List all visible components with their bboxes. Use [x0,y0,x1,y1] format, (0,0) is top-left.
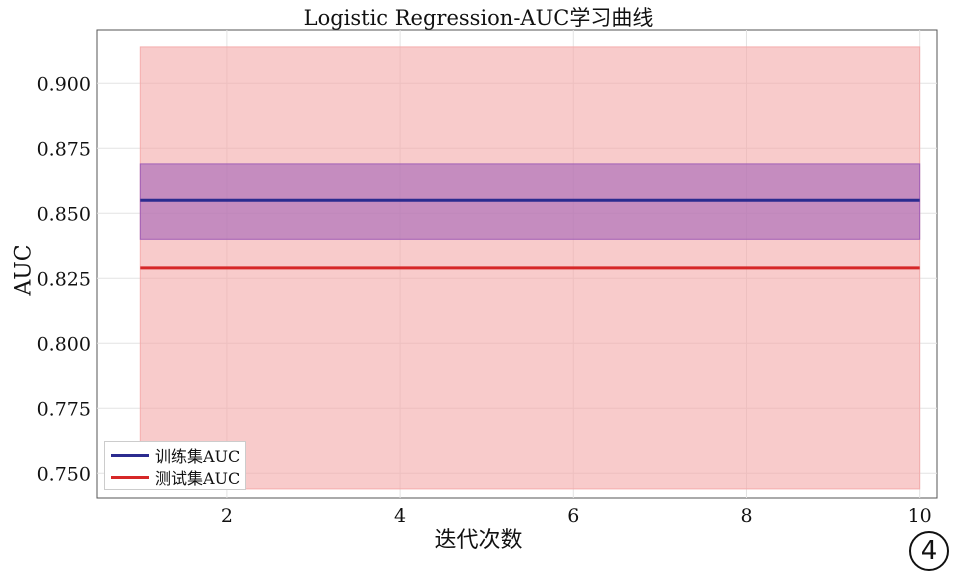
y-tick-label: 0.775 [37,398,91,420]
legend-swatch-train [111,453,149,457]
x-tick-label: 4 [394,505,406,527]
y-tick-label: 0.825 [37,268,91,290]
y-tick-label: 0.800 [37,333,91,355]
x-tick-label: 8 [740,505,752,527]
chart-legend: 训练集AUC 测试集AUC [104,441,246,490]
series-lines [140,198,920,270]
legend-swatch-test [111,475,149,479]
legend-label-test: 测试集AUC [155,469,241,488]
legend-label-train: 训练集AUC [155,447,241,466]
y-tick-label: 0.875 [37,138,91,160]
y-axis-label: AUC [11,244,37,296]
figure-number-badge: 4 [909,531,949,571]
x-tick-label: 10 [908,505,932,527]
x-tick-label: 6 [567,505,579,527]
y-tick-label: 0.900 [37,73,91,95]
legend-item-train: 训练集AUC [111,444,240,466]
legend-item-test: 测试集AUC [111,466,240,488]
y-tick-label: 0.850 [37,203,91,225]
y-tick-label: 0.750 [37,463,91,485]
x-axis-label: 迭代次数 [434,528,523,553]
chart-title: Logistic Regression-AUC学习曲线 [303,6,654,30]
axis-ticks: 2 4 6 8 10 0.750 0.775 0.800 0.825 0.850 0.875 0.90… [37,73,932,527]
x-tick-label: 2 [221,505,233,527]
